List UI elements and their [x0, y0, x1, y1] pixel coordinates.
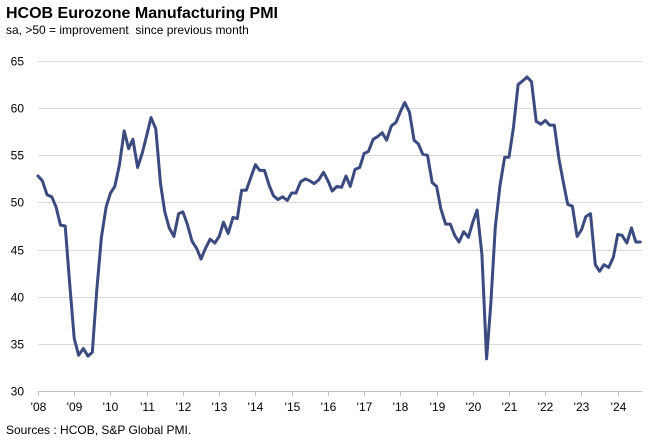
gridlines — [38, 61, 642, 345]
y-tick-label: 30 — [11, 385, 25, 399]
x-tick-label: '16 — [321, 400, 337, 414]
chart-source: Sources : HCOB, S&P Global PMI. — [6, 423, 192, 437]
y-tick-label: 65 — [11, 55, 25, 69]
y-tick-label: 50 — [11, 196, 25, 210]
x-tick-label: '13 — [212, 400, 228, 414]
x-tick-label: '24 — [611, 400, 627, 414]
y-tick-label: 40 — [11, 291, 25, 305]
y-axis-ticks: 30 35 40 45 50 55 60 65 — [11, 55, 25, 399]
x-tick-label: '18 — [393, 400, 409, 414]
x-tick-label: '09 — [67, 400, 83, 414]
y-tick-label: 55 — [11, 149, 25, 163]
x-tick-label: '14 — [248, 400, 264, 414]
x-tick-label: '12 — [176, 400, 192, 414]
series-layer — [36, 75, 642, 361]
x-tick-label: '10 — [103, 400, 119, 414]
x-tick-label: '23 — [574, 400, 590, 414]
x-tick-label: '19 — [430, 400, 446, 414]
y-tick-label: 60 — [11, 102, 25, 116]
x-tick-label: '11 — [140, 400, 155, 414]
chart-subtitle: sa, >50 = improvement since previous mon… — [6, 23, 249, 37]
x-tick-label: '17 — [357, 400, 373, 414]
x-tick-label: '20 — [466, 400, 482, 414]
x-tick-label: '08 — [31, 400, 47, 414]
pmi-series-line — [36, 75, 642, 361]
y-tick-label: 35 — [11, 338, 25, 352]
x-tick-label: '22 — [538, 400, 554, 414]
x-tick-label: '21 — [502, 400, 518, 414]
y-tick-label: 45 — [11, 244, 25, 258]
chart-title: HCOB Eurozone Manufacturing PMI — [6, 5, 278, 22]
x-axis-ticks: '08 '09 '10 '11 '12 '13 '14 '15 '16 '17 '18 '19 '20 '… — [31, 391, 627, 414]
x-tick-label: '15 — [285, 400, 301, 414]
